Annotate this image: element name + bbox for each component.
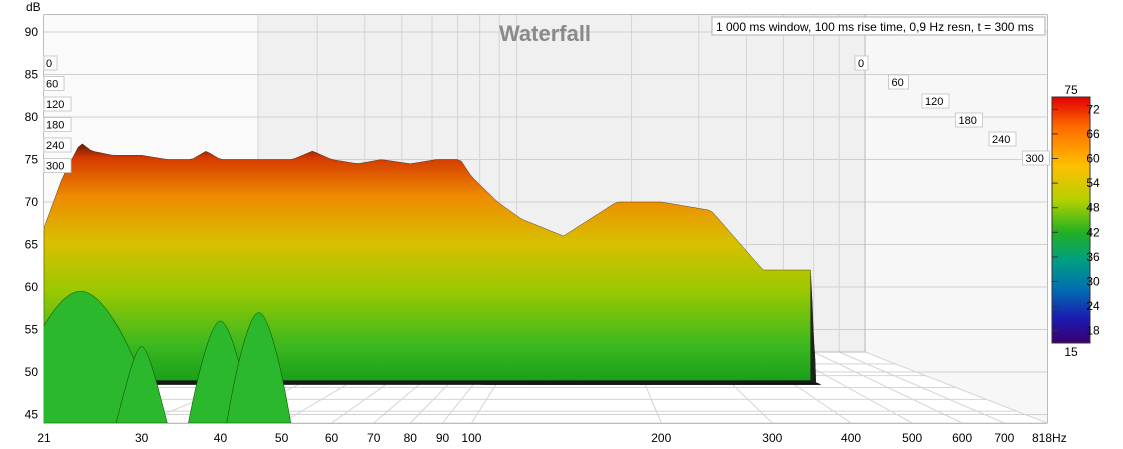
colorbar-tick-label: 30: [1086, 275, 1100, 289]
time-axis-labels-left: 0 60 120 180 240 300: [43, 55, 72, 173]
x-tick-label: 818Hz: [1032, 431, 1067, 445]
time-label-right: 120: [921, 93, 950, 109]
time-label-right-text: 240: [992, 134, 1010, 146]
time-label-left: 180: [43, 117, 72, 132]
time-label-left: 120: [43, 96, 72, 112]
time-label-right: 60: [888, 74, 909, 90]
y-tick-label: 85: [25, 68, 39, 82]
x-tick-label: 100: [461, 431, 481, 445]
colorbar-tick-label: 66: [1086, 127, 1100, 141]
x-tick-label: 300: [762, 431, 782, 445]
y-tick-label: 55: [25, 323, 39, 337]
x-tick-label: 600: [952, 431, 972, 445]
y-tick-label: 70: [25, 195, 39, 209]
x-tick-label: 40: [214, 431, 228, 445]
x-axis-ticks: 21 30 40 50 60 70 80 90 100 200 300 400 500 600 700 818…: [37, 431, 1066, 445]
x-tick-label: 500: [902, 431, 922, 445]
time-label-left-text: 180: [46, 120, 64, 132]
time-label-right-text: 180: [959, 115, 977, 127]
x-tick-label: 400: [841, 431, 861, 445]
colorbar-tick-label: 54: [1086, 176, 1100, 190]
colorbar-tick-label: 60: [1086, 152, 1100, 166]
time-label-left-text: 240: [46, 140, 64, 152]
y-tick-label: 45: [25, 408, 39, 422]
time-label-left: 60: [43, 76, 65, 91]
x-tick-label: 90: [436, 431, 450, 445]
y-tick-label: 60: [25, 280, 39, 294]
x-tick-label: 30: [135, 431, 149, 445]
colorbar-tick-label: 48: [1086, 201, 1100, 215]
x-tick-label: 21: [37, 431, 51, 445]
front-peak: [226, 312, 292, 423]
time-label-left-text: 0: [46, 58, 52, 70]
time-label-left: 240: [43, 137, 72, 153]
x-tick-label: 80: [404, 431, 418, 445]
y-tick-label: 80: [25, 110, 39, 124]
time-label-left-text: 60: [46, 79, 58, 91]
time-label-right: 0: [854, 55, 869, 71]
y-tick-label: 90: [25, 25, 39, 39]
settings-note: 1 000 ms window, 100 ms rise time, 0,9 H…: [716, 20, 1034, 34]
time-axis-labels-right: 0 60 120 180 240 300: [854, 55, 1050, 166]
time-label-left-text: 120: [46, 99, 64, 111]
colorbar: 75 15 72 66 60 54 48 42 36 30 24 18: [1051, 83, 1100, 359]
time-label-right-text: 0: [858, 58, 864, 70]
y-axis-label: dB: [26, 0, 41, 14]
colorbar-tick-label: 18: [1086, 324, 1100, 338]
waterfall-slice: [44, 143, 811, 381]
colorbar-tick-label: 24: [1086, 299, 1100, 313]
y-tick-label: 65: [25, 238, 39, 252]
x-tick-label: 200: [651, 431, 671, 445]
colorbar-tick-label: 36: [1086, 250, 1100, 264]
colorbar-tick-label: 72: [1086, 102, 1100, 116]
x-tick-label: 700: [994, 431, 1014, 445]
time-label-right-text: 120: [925, 96, 943, 108]
colorbar-tick-label: 42: [1086, 225, 1100, 239]
x-tick-label: 70: [367, 431, 381, 445]
time-label-right: 180: [955, 112, 983, 128]
y-tick-label: 75: [25, 153, 39, 167]
colorbar-max-label: 75: [1064, 83, 1078, 97]
time-label-right-text: 60: [892, 77, 904, 89]
time-label-left-text: 300: [46, 161, 64, 173]
time-label-right: 240: [988, 131, 1017, 147]
time-label-right: 300: [1022, 150, 1050, 166]
time-label-right-text: 300: [1026, 153, 1044, 165]
time-label-left: 300: [43, 158, 72, 173]
x-tick-label: 50: [275, 431, 289, 445]
colorbar-ticks: 72 66 60 54 48 42 36 30 24 18: [1052, 102, 1100, 338]
front-peak: [115, 346, 168, 423]
y-axis-ticks: 90 85 80 75 70 65 60 55 50 45: [25, 25, 39, 422]
colorbar-min-label: 15: [1064, 345, 1078, 359]
time-label-left: 0: [43, 55, 58, 71]
waterfall-surface: [44, 143, 821, 423]
chart-title: Waterfall: [499, 21, 591, 46]
x-tick-label: 60: [325, 431, 339, 445]
settings-note-box: 1 000 ms window, 100 ms rise time, 0,9 H…: [711, 16, 1046, 36]
y-tick-label: 50: [25, 365, 39, 379]
